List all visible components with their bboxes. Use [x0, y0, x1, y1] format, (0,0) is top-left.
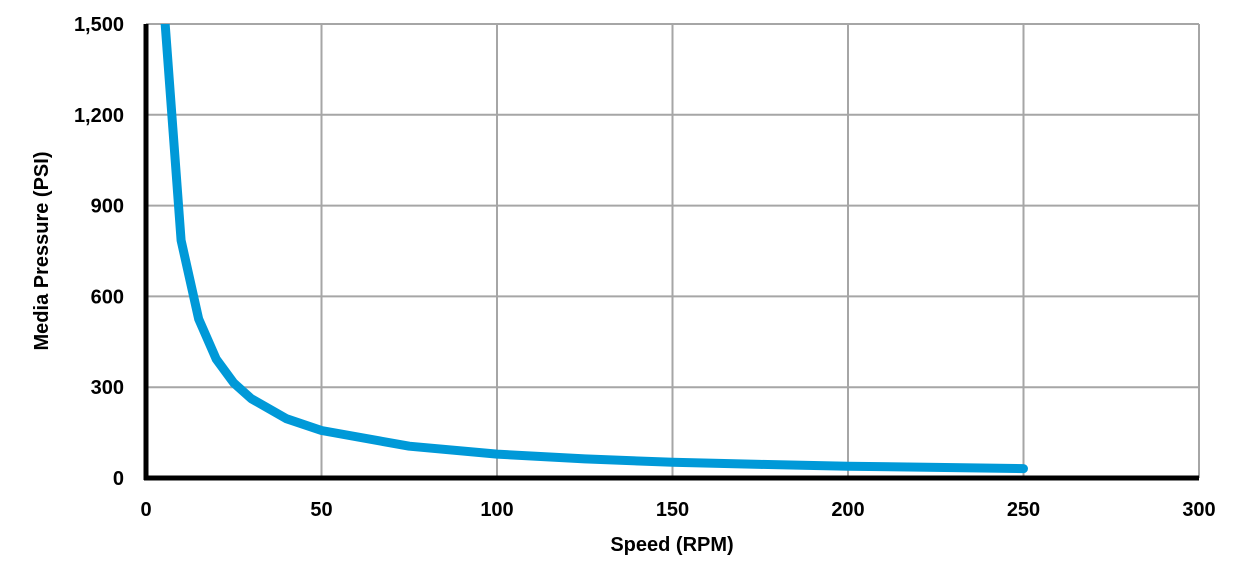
y-tick-label: 900: [91, 196, 124, 218]
y-tick-label: 1,500: [74, 14, 124, 36]
x-tick-label: 50: [310, 499, 332, 521]
y-tick-label: 300: [91, 377, 124, 399]
x-tick-label: 150: [656, 499, 689, 521]
y-tick-label: 0: [113, 468, 124, 490]
x-axis-tick-labels: 0 50 100 150 200 250 300: [140, 499, 1215, 521]
series-line-media-pressure: [160, 24, 1028, 474]
x-tick-label: 250: [1007, 499, 1040, 521]
series-line: [160, 24, 1028, 474]
x-axis-title: Speed (RPM): [610, 534, 733, 556]
x-tick-label: 300: [1182, 499, 1215, 521]
y-tick-label: 1,200: [74, 105, 124, 127]
y-axis-title: Media Pressure (PSI): [31, 152, 53, 351]
x-tick-label: 100: [480, 499, 513, 521]
axes: [143, 24, 1199, 481]
grid-lines: [146, 23, 1200, 478]
x-tick-label: 200: [831, 499, 864, 521]
y-tick-label: 600: [91, 286, 124, 308]
x-tick-label: 0: [140, 499, 151, 521]
y-axis-tick-labels: 0 300 600 900 1,200 1,500: [74, 14, 124, 490]
